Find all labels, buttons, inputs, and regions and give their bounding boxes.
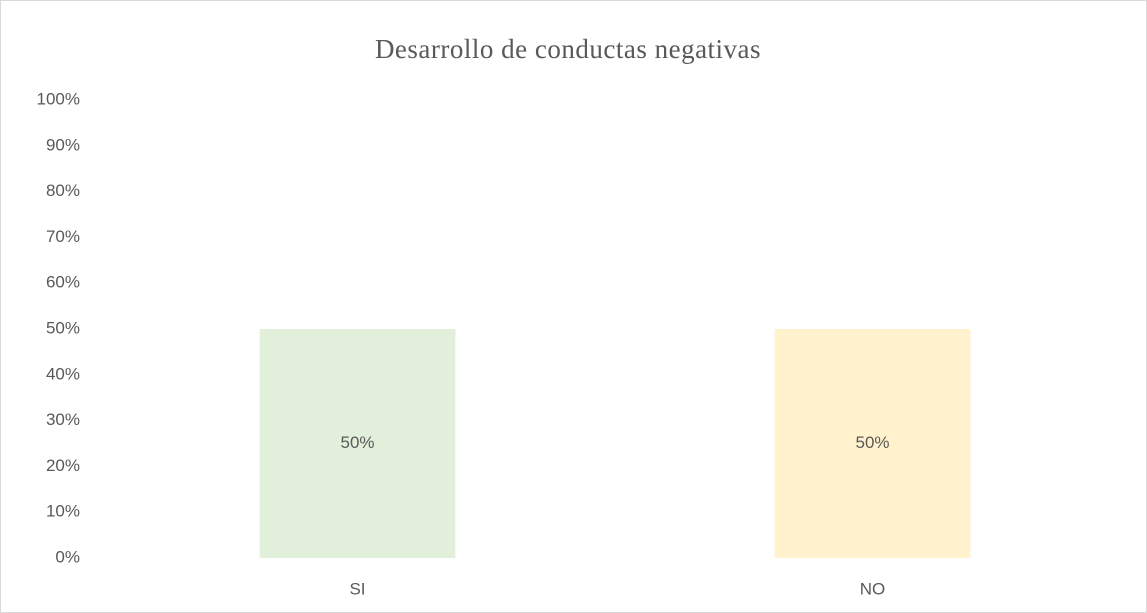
bar [774,329,971,558]
y-tick-label: 90% [46,135,80,154]
data-label: 50% [340,433,374,452]
y-tick-label: 50% [46,318,80,337]
y-tick-label: 70% [46,227,80,246]
x-tick-label: SI [349,579,365,598]
y-tick-label: 40% [46,364,80,383]
chart-title: Desarrollo de conductas negativas [375,34,761,64]
y-tick-label: 100% [37,89,80,108]
bar [259,329,456,558]
y-tick-label: 0% [55,547,80,566]
y-tick-label: 10% [46,502,80,521]
y-tick-label: 80% [46,181,80,200]
data-label: 50% [855,433,889,452]
y-tick-label: 20% [46,456,80,475]
y-tick-label: 60% [46,273,80,292]
x-tick-label: NO [860,579,886,598]
y-tick-label: 30% [46,410,80,429]
